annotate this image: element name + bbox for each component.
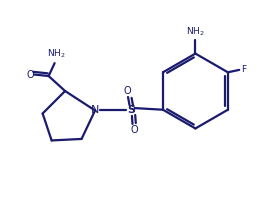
Text: NH$_2$: NH$_2$ [186,25,205,38]
Text: NH$_2$: NH$_2$ [47,47,65,60]
Text: N: N [91,105,99,115]
Text: O: O [27,70,34,80]
Text: O: O [130,125,138,135]
Text: O: O [124,86,131,96]
Text: F: F [241,65,246,74]
Text: S: S [127,105,135,115]
